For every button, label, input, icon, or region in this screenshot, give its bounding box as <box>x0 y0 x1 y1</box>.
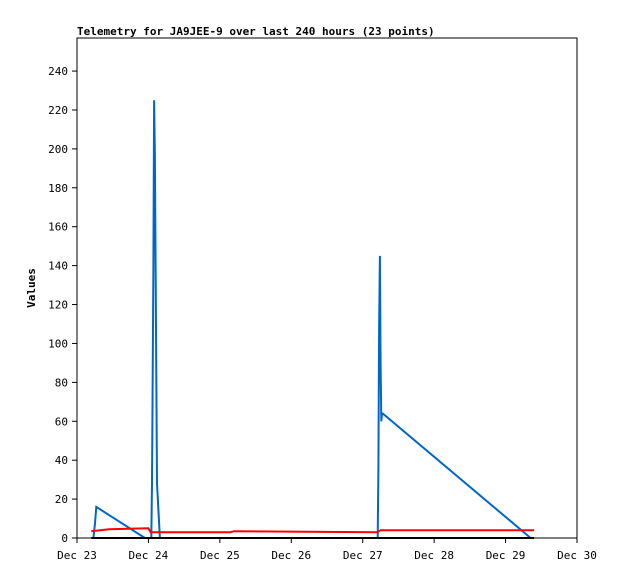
y-tick-label: 80 <box>55 376 68 389</box>
y-tick-label: 120 <box>48 299 68 312</box>
y-tick-label: 20 <box>55 493 68 506</box>
y-tick-label: 0 <box>61 532 68 545</box>
y-tick-label: 100 <box>48 337 68 350</box>
y-tick-label: 140 <box>48 260 68 273</box>
x-tick-label: Dec 29 <box>486 549 526 562</box>
x-tick-label: Dec 27 <box>343 549 383 562</box>
y-axis-ticks: 0 20 40 60 80 100 120 140 160 180 200 220 240 <box>48 65 77 545</box>
y-tick-label: 200 <box>48 143 68 156</box>
series-line-0 <box>92 100 532 539</box>
chart-title: Telemetry for JA9JEE-9 over last 240 hou… <box>77 25 435 38</box>
y-tick-label: 40 <box>55 454 68 467</box>
y-tick-label: 180 <box>48 182 68 195</box>
x-axis-ticks: Dec 23 Dec 24 Dec 25 Dec 26 Dec 27 Dec 28 Dec … <box>57 538 597 562</box>
x-tick-label: Dec 23 <box>57 549 97 562</box>
series-line-1 <box>91 527 535 534</box>
series-layer <box>91 100 535 539</box>
y-tick-label: 160 <box>48 221 68 234</box>
x-tick-label: Dec 28 <box>414 549 454 562</box>
y-tick-label: 240 <box>48 65 68 78</box>
x-tick-label: Dec 24 <box>129 549 169 562</box>
x-tick-label: Dec 25 <box>200 549 240 562</box>
y-tick-label: 60 <box>55 415 68 428</box>
x-tick-label: Dec 30 <box>557 549 597 562</box>
y-axis-label: Values <box>25 268 38 308</box>
y-tick-label: 220 <box>48 104 68 117</box>
x-tick-label: Dec 26 <box>271 549 311 562</box>
